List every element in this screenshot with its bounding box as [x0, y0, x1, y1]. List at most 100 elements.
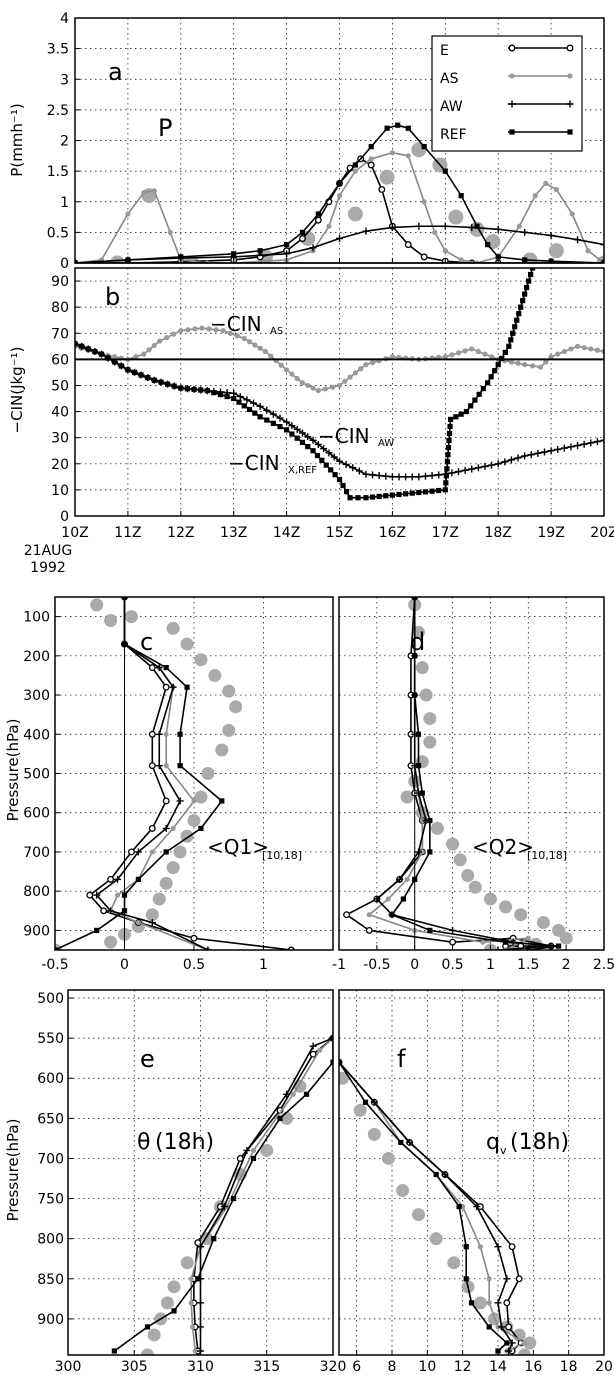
point-ref — [198, 825, 204, 832]
point-as — [405, 153, 411, 159]
date-label: 21AUG — [24, 543, 73, 559]
cin-aw-label: −CIN — [318, 424, 370, 448]
point-ref — [112, 359, 118, 365]
gray-dot — [461, 868, 475, 882]
x-tick-label: 17Z — [432, 525, 459, 541]
y-tick-label: 750 — [37, 1192, 64, 1208]
point-ref — [389, 492, 395, 498]
point-aw — [494, 1243, 502, 1251]
point-ref — [339, 1059, 342, 1065]
point-ref — [485, 242, 491, 248]
point-ref — [144, 1324, 151, 1330]
point-aw — [304, 433, 312, 441]
point-ref — [94, 927, 100, 933]
x-tick-label: 8 — [388, 1359, 397, 1375]
point-ref — [444, 466, 450, 472]
series-line-as — [190, 1037, 333, 1352]
point-e — [162, 797, 170, 805]
point-as — [157, 338, 163, 344]
series-line-as — [339, 1061, 527, 1352]
point-e — [162, 683, 170, 691]
point-aw — [243, 396, 251, 404]
panel-label-f: f — [397, 1045, 406, 1073]
point-as — [553, 186, 559, 193]
gray-dot — [201, 767, 215, 780]
legend-marker — [567, 73, 573, 79]
point-as — [455, 350, 462, 356]
gray-dot — [187, 814, 201, 828]
point-ref — [526, 278, 532, 284]
point-ref — [347, 495, 353, 501]
point-aw — [197, 1299, 204, 1307]
point-aw — [336, 457, 343, 465]
gray-dot — [124, 610, 138, 624]
point-ref — [250, 1155, 257, 1162]
point-ref — [145, 375, 151, 381]
point-aw — [155, 664, 163, 672]
gray-dot — [499, 900, 513, 914]
legend-marker — [566, 100, 574, 108]
point-aw — [93, 891, 101, 899]
point-ref — [270, 420, 276, 426]
point-aw — [220, 1203, 228, 1211]
point-aw — [155, 762, 163, 770]
point-ref — [125, 367, 131, 373]
point-ref — [376, 493, 382, 500]
point-ref — [506, 343, 512, 349]
point-aw — [155, 730, 163, 738]
legend-label: AS — [440, 71, 459, 87]
point-ref — [294, 435, 300, 441]
point-as — [317, 1047, 323, 1053]
point-aw — [107, 907, 115, 915]
point-as — [477, 1244, 483, 1250]
point-aw — [243, 1146, 251, 1154]
series-line-e — [193, 1037, 333, 1352]
point-as — [342, 378, 348, 384]
point-as — [213, 327, 219, 333]
point-as — [163, 763, 169, 769]
point-ref — [368, 144, 374, 150]
point-aw — [256, 402, 264, 410]
point-as — [141, 189, 147, 196]
point-ref — [463, 1244, 469, 1250]
point-ref — [92, 348, 98, 355]
point-e — [148, 730, 156, 738]
point-ref — [231, 1195, 237, 1202]
gray-dot — [447, 1256, 461, 1270]
point-as — [352, 370, 358, 376]
point-ref — [211, 390, 217, 396]
point-ref — [492, 368, 498, 374]
legend-marker — [509, 129, 515, 135]
point-aw — [494, 1299, 502, 1307]
point-as — [252, 342, 258, 348]
x-tick-label: 15Z — [326, 525, 353, 541]
point-as — [389, 150, 395, 156]
point-as — [516, 223, 522, 229]
point-ref — [277, 423, 283, 430]
y-tick-label: 700 — [37, 1151, 64, 1167]
point-as — [529, 363, 536, 369]
gray-dot — [548, 243, 564, 259]
point-ref — [416, 489, 422, 496]
point-as — [555, 351, 561, 357]
point-as — [206, 326, 212, 332]
point-ref — [336, 180, 343, 186]
point-aw — [505, 1347, 513, 1355]
point-ref — [396, 491, 402, 498]
point-ref — [403, 491, 409, 497]
y-tick-label: 20 — [51, 457, 69, 473]
point-aw — [342, 460, 350, 468]
point-as — [458, 257, 464, 263]
point-as — [525, 935, 531, 941]
qv-subscript: v — [500, 1144, 507, 1157]
point-as — [167, 229, 173, 235]
y-axis-label: Pressure(hPa) — [4, 719, 22, 822]
point-ref — [422, 489, 429, 495]
y-tick-label: 850 — [37, 1272, 64, 1288]
point-e — [365, 926, 373, 934]
point-as — [149, 849, 155, 855]
point-ref — [488, 374, 494, 380]
point-e — [309, 1050, 317, 1058]
point-as — [188, 1276, 194, 1282]
point-aw — [230, 389, 238, 397]
